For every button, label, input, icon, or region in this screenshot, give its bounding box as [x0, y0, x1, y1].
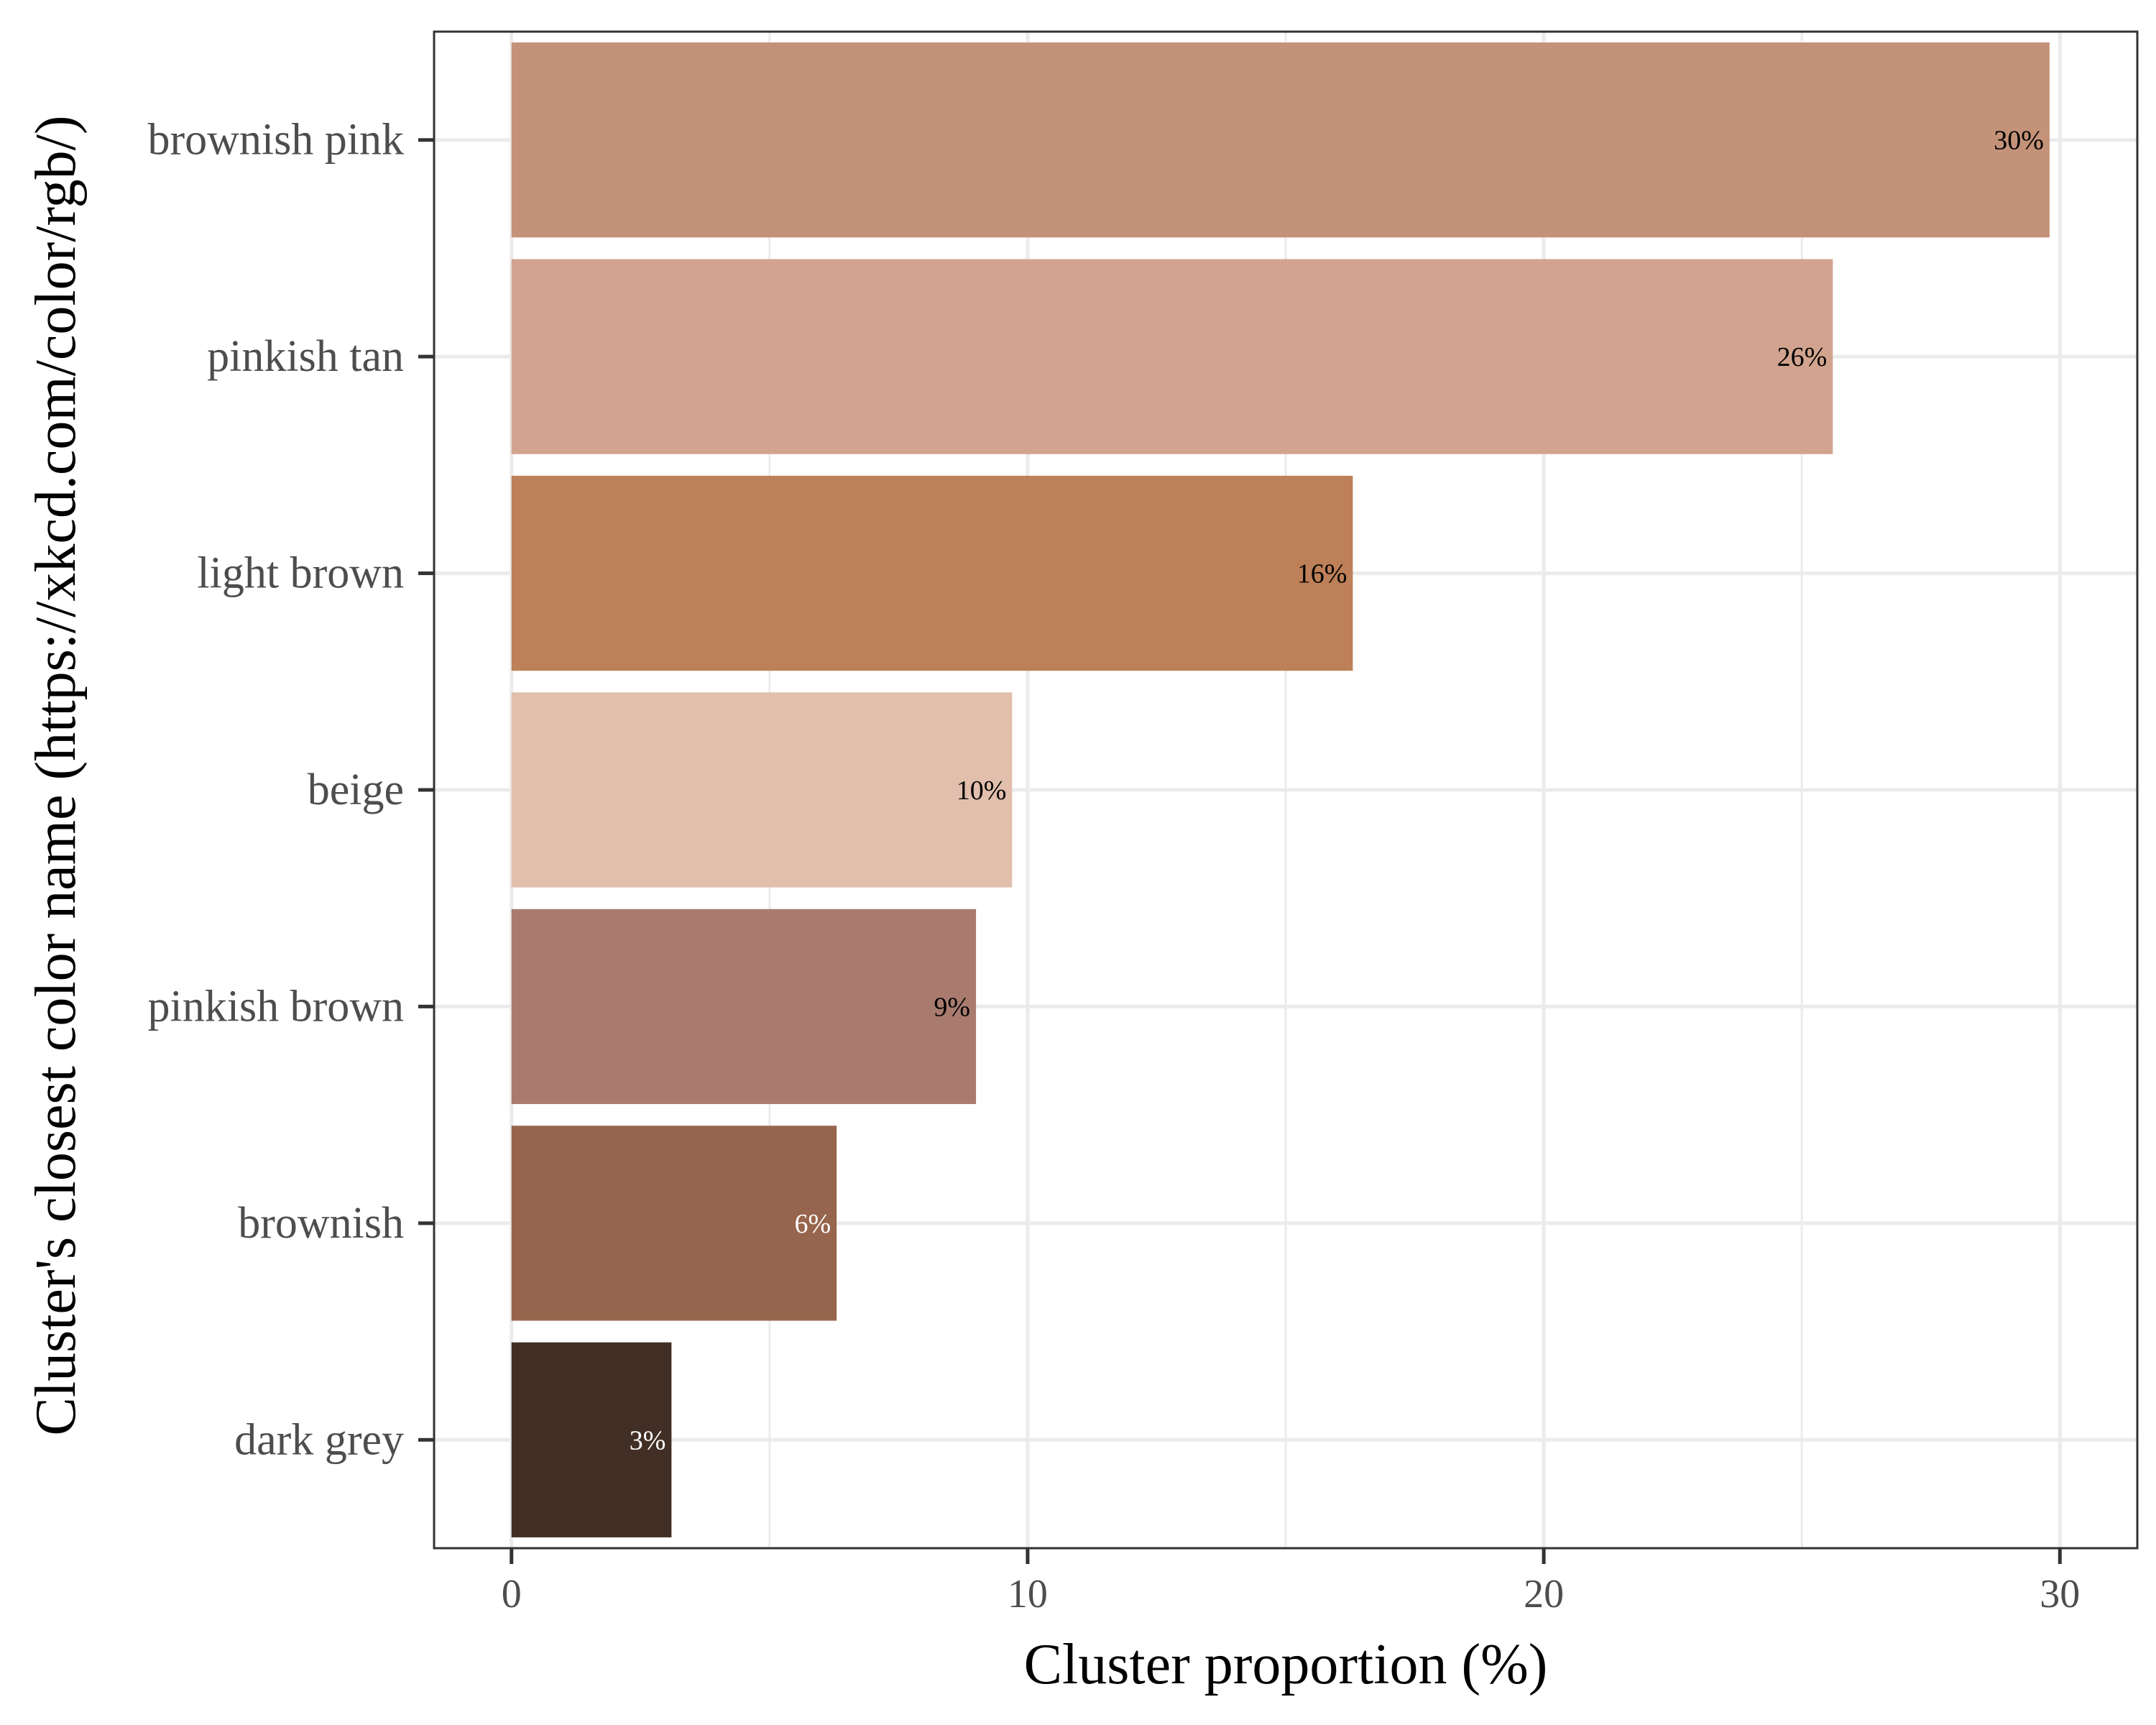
bar-value-label: 30%: [1994, 126, 2044, 156]
bar-brownish: [511, 1126, 837, 1321]
x-axis: 0 10 20 30: [502, 1548, 2080, 1616]
bar-pinkish-tan: [511, 259, 1833, 454]
bar-dark-grey: [511, 1342, 672, 1537]
bar-brownish-pink: [511, 42, 2050, 238]
y-tick-label: brownish: [238, 1199, 404, 1248]
y-tick-label: brownish pink: [148, 116, 405, 165]
y-axis: brownish pink pinkish tan light brown beige…: [148, 116, 434, 1464]
bar-value-label: 3%: [630, 1425, 666, 1455]
bar-light-brown: [511, 475, 1353, 671]
y-tick-label: light brown: [197, 549, 404, 598]
y-tick-label: pinkish brown: [148, 982, 405, 1031]
bar-beige: [511, 692, 1013, 888]
y-tick-label: dark grey: [234, 1415, 404, 1464]
bar-pinkish-brown: [511, 908, 977, 1105]
x-axis-title: Cluster proportion (%): [1024, 1633, 1548, 1696]
bar-value-label: 9%: [934, 992, 970, 1022]
y-tick-label: pinkish tan: [207, 332, 404, 381]
bar-value-label: 16%: [1297, 559, 1348, 589]
x-tick-label: 0: [502, 1572, 522, 1616]
bar-value-label: 26%: [1777, 342, 1828, 372]
x-tick-label: 20: [1524, 1572, 1564, 1616]
x-tick-label: 10: [1008, 1572, 1048, 1616]
y-axis-title: Cluster's closest color name (https://xk…: [24, 115, 88, 1435]
bar-value-label: 10%: [957, 776, 1007, 806]
bars-layer: [511, 42, 2050, 1537]
x-tick-label: 30: [2040, 1572, 2080, 1616]
bar-value-label: 6%: [795, 1209, 831, 1239]
bar-labels-layer: 30% 26% 16% 10% 9% 6% 3%: [630, 126, 2044, 1456]
y-tick-label: beige: [308, 765, 404, 814]
